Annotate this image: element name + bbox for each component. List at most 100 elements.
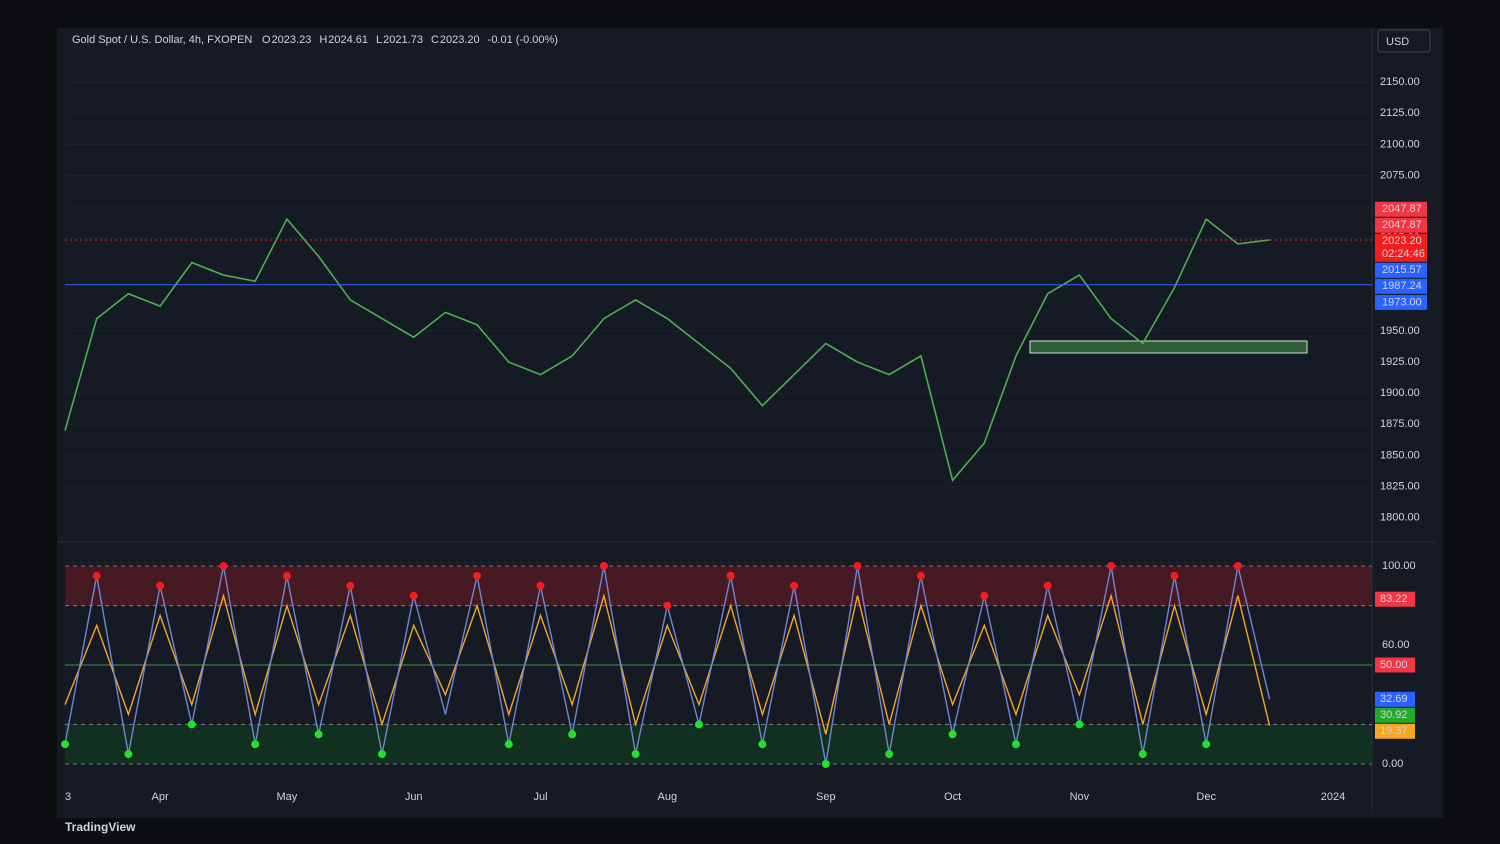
oversold-dot: [378, 750, 386, 759]
ohlc-change: -0.01 (-0.00%): [488, 34, 558, 46]
y-tick-label: 0.00: [1382, 758, 1403, 770]
price-label-bg: [1375, 217, 1427, 233]
overbought-dot: [1107, 561, 1116, 570]
overbought-dot: [536, 581, 545, 590]
y-tick-label: 2125.00: [1380, 107, 1420, 119]
y-tick-label: 2150.00: [1380, 76, 1420, 88]
overbought-dot: [409, 591, 418, 600]
oversold-dot: [948, 730, 957, 739]
oversold-dot: [568, 730, 577, 739]
value-marker: 19.37: [1380, 725, 1408, 737]
ohlc-l: 2021.73: [383, 34, 423, 46]
value-marker-bg: [1375, 591, 1415, 607]
price-label-bg: [1375, 262, 1427, 278]
price-label: 2023.20: [1382, 235, 1422, 247]
price-label-bg: [1375, 294, 1427, 310]
oversold-dot: [61, 740, 69, 749]
price-line: [64, 217, 1270, 482]
overbought-dot: [1170, 571, 1179, 580]
countdown: 02:24:46: [1382, 248, 1425, 260]
y-tick-label: 1825.00: [1380, 480, 1420, 492]
y-tick-label: 1900.00: [1380, 387, 1420, 399]
value-marker: 32.69: [1380, 693, 1408, 705]
ohlc-c: 2023.20: [440, 34, 480, 46]
oversold-dot: [1138, 750, 1147, 759]
x-tick-label: Sep: [816, 791, 836, 803]
y-tick-label: 2100.00: [1380, 138, 1420, 150]
oscillator-line: [64, 592, 1271, 735]
ohlc-h: 2024.61: [328, 34, 368, 46]
x-tick-label: Apr: [152, 791, 169, 803]
currency: USD: [1386, 36, 1409, 48]
overbought-dot: [156, 581, 165, 590]
overbought-dot: [663, 601, 672, 610]
oversold-dot: [695, 720, 703, 729]
x-tick-label: Dec: [1196, 791, 1216, 803]
y-tick-label: 1875.00: [1380, 418, 1420, 430]
value-marker: 30.92: [1380, 709, 1408, 721]
oversold-dot: [1012, 740, 1020, 749]
oversold-dot: [124, 750, 133, 759]
oversold-dot: [631, 750, 640, 759]
overbought-dot: [1233, 561, 1242, 570]
ohlc: O 2023.23 H 2024.61 L 2021.73 C 2023.20 -0.01 (-…: [262, 34, 558, 46]
x-tick-label: Nov: [1070, 791, 1090, 803]
y-tick-label: 1925.00: [1380, 356, 1420, 368]
x-tick-label: 3: [65, 791, 71, 803]
ohlc-h-label: H: [319, 34, 327, 46]
oversold-dot: [314, 730, 323, 739]
x-tick-label: Jul: [533, 791, 547, 803]
overbought-dot: [1043, 581, 1052, 590]
y-tick-label: 1800.00: [1380, 512, 1420, 524]
oversold-dot: [504, 740, 513, 749]
ohlc-o: 2023.23: [272, 34, 312, 46]
x-tick-label: Jun: [405, 791, 423, 803]
y-tick-label: 60.00: [1382, 639, 1410, 651]
overbought-dot: [790, 581, 799, 590]
oversold-dot: [885, 750, 894, 759]
x-tick-label: May: [277, 791, 298, 803]
oversold-dot: [1202, 740, 1211, 749]
y-tick-label: 2075.00: [1380, 169, 1420, 181]
value-marker-bg: [1375, 707, 1415, 723]
ohlc-o-label: O: [262, 34, 271, 46]
oversold-dot: [821, 760, 830, 769]
x-tick-label: 2024: [1321, 791, 1345, 803]
price-label-bg: [1375, 278, 1427, 294]
ohlc-c-label: C: [431, 34, 439, 46]
price-label-bg: [1375, 201, 1427, 217]
overbought-dot: [599, 561, 608, 570]
brand: TradingView: [65, 820, 136, 834]
value-marker: 83.22: [1380, 593, 1408, 605]
zone-box: [1029, 340, 1308, 354]
value-marker: 50.00: [1380, 659, 1408, 671]
y-tick-label: 1850.00: [1380, 449, 1420, 461]
overbought-dot: [726, 571, 735, 580]
oversold-dot: [758, 740, 767, 749]
symbol: Gold Spot / U.S. Dollar, 4h, FXOPEN: [72, 34, 252, 46]
overbought-dot: [980, 591, 989, 600]
price-label-bg: [1375, 233, 1427, 262]
value-marker-bg: [1375, 657, 1415, 673]
price-label: 1987.24: [1382, 280, 1422, 292]
overbought-dot: [219, 561, 228, 570]
panel: [57, 28, 1443, 818]
value-marker-bg: [1375, 691, 1415, 707]
oversold-dot: [251, 740, 260, 749]
ohlc-l-label: L: [376, 34, 382, 46]
y-tick-label: 100.00: [1382, 560, 1416, 572]
oversold-dot: [187, 720, 196, 729]
price-label: 2047.87: [1382, 219, 1422, 231]
y-tick-label: 1950.00: [1380, 325, 1420, 337]
overbought-dot: [92, 571, 101, 580]
value-marker-bg: [1375, 723, 1415, 739]
oversold-zone: [65, 724, 1372, 765]
x-tick-label: Aug: [658, 791, 678, 803]
overbought-dot: [853, 561, 862, 570]
price-label: 2015.57: [1382, 264, 1422, 276]
currency-box: [1377, 29, 1431, 53]
overbought-dot: [282, 571, 291, 580]
price-label: 2047.87: [1382, 203, 1422, 215]
